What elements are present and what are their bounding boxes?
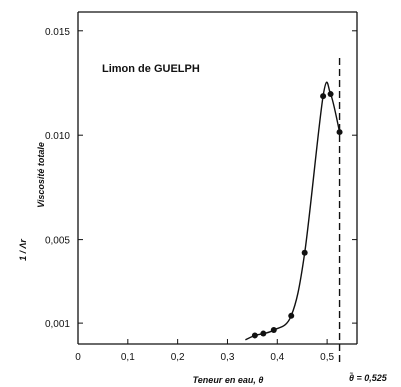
- x-tick-label: 0,3: [221, 352, 235, 363]
- y-tick-label: 0.010: [45, 131, 70, 142]
- x-tick-label: 0,4: [270, 352, 284, 363]
- x-tick-label: 0: [75, 352, 81, 363]
- data-point: [288, 312, 295, 319]
- y-ticks: 0,001 0,005 0.010 0.015: [45, 27, 357, 330]
- theta-marker-label: θ̃ = 0,525: [349, 372, 388, 383]
- y-axis-symbol: 1 / Λr: [18, 239, 28, 261]
- data-point: [320, 93, 327, 100]
- data-point: [270, 327, 277, 334]
- y-tick-label: 0.015: [45, 27, 70, 38]
- data-point: [260, 330, 267, 337]
- data-point: [251, 332, 258, 339]
- y-tick-label: 0,001: [45, 319, 70, 330]
- y-axis-label: Viscosité totale: [36, 142, 46, 208]
- chart-annotation: Limon de GUELPH: [102, 63, 200, 75]
- x-tick-label: 0,5: [320, 352, 334, 363]
- series-line: [245, 81, 341, 341]
- x-tick-label: 0,2: [171, 352, 185, 363]
- x-axis-label: Teneur en eau, θ: [193, 375, 264, 385]
- x-tick-label: 0,1: [121, 352, 135, 363]
- data-point: [301, 249, 308, 256]
- y-tick-label: 0,005: [45, 236, 70, 247]
- x-ticks: 0 0,1 0,2 0,3 0,4 0,5: [75, 339, 334, 363]
- data-point: [336, 129, 343, 136]
- series-points: [251, 91, 343, 339]
- data-point: [327, 91, 334, 98]
- plot-frame: [77, 11, 358, 345]
